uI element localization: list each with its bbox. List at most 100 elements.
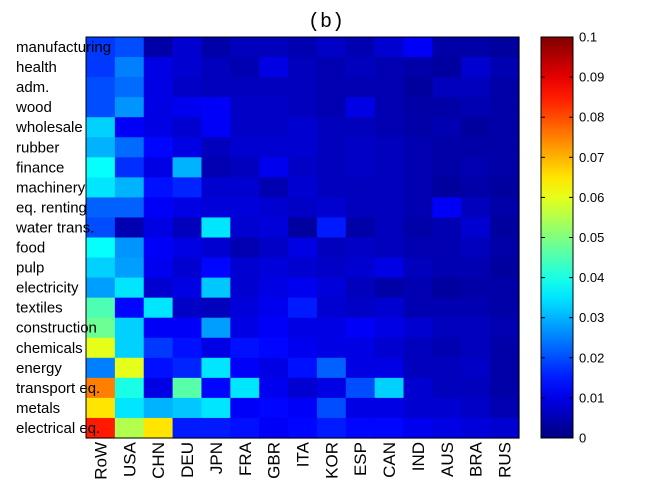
heatmap-cell [201, 357, 231, 379]
heatmap-cell [490, 257, 520, 279]
heatmap-cell [345, 157, 376, 178]
heatmap-cell [230, 237, 260, 259]
y-tick-label: textiles [16, 300, 63, 317]
heatmap-cell [374, 217, 405, 239]
y-tick-label: adm. [16, 79, 49, 96]
heatmap-cell [403, 197, 433, 219]
heatmap-cell [490, 417, 520, 439]
heatmap-cell [403, 277, 433, 299]
heatmap-cell [114, 257, 145, 279]
heatmap-cell [432, 217, 462, 239]
heatmap-cell [172, 197, 203, 219]
heatmap-cell [490, 277, 520, 299]
heatmap-cell [230, 37, 260, 58]
heatmap-cell [490, 97, 520, 118]
heatmap-cell [201, 97, 231, 118]
heatmap-cell [114, 317, 145, 339]
colorbar-tick-label: 0.08 [579, 110, 604, 125]
x-tick-label: CAN [380, 442, 399, 478]
heatmap-cell [86, 37, 116, 58]
heatmap-cell [86, 297, 116, 319]
heatmap-cell [143, 337, 174, 359]
heatmap-cell [432, 157, 462, 178]
heatmap-cell [490, 317, 520, 339]
colorbar-tick-label: 0 [579, 431, 586, 446]
heatmap-cell [143, 357, 174, 379]
heatmap-cell [403, 417, 433, 439]
heatmap-cell [86, 237, 116, 259]
heatmap-cell [345, 397, 376, 419]
heatmap-cell [201, 297, 231, 319]
heatmap-cell [288, 57, 318, 78]
heatmap-cell [114, 377, 145, 399]
heatmap-cell [345, 197, 376, 219]
heatmap-cell [201, 337, 231, 359]
heatmap-cell [172, 377, 203, 399]
heatmap-cell [432, 137, 462, 158]
heatmap-cell [114, 197, 145, 219]
heatmap-cell [403, 377, 433, 399]
heatmap-cell [143, 297, 174, 319]
heatmap-cell [432, 177, 462, 198]
colorbar-tick-label: 0.04 [579, 270, 604, 285]
heatmap-cell [432, 197, 462, 219]
heatmap-cell [374, 197, 405, 219]
heatmap-cell [172, 337, 203, 359]
heatmap-cell [316, 277, 347, 299]
heatmap-cell [316, 237, 347, 259]
heatmap-cell [345, 217, 376, 239]
y-tick-label: eq. renting [16, 199, 87, 216]
heatmap-cell [259, 177, 289, 198]
y-tick-label: construction [16, 320, 97, 337]
heatmap-cell [316, 197, 347, 219]
heatmap-cell [143, 237, 174, 259]
colorbar-tick-label: 0.05 [579, 230, 604, 245]
heatmap-cell [259, 117, 289, 138]
heatmap-cell [345, 357, 376, 379]
heatmap-cell [259, 97, 289, 118]
y-tick-label: pulp [16, 260, 44, 277]
heatmap-cell [114, 237, 145, 259]
heatmap-cell [143, 417, 174, 439]
heatmap-cell [403, 337, 433, 359]
heatmap-cell [86, 197, 116, 219]
heatmap-cell [490, 337, 520, 359]
heatmap-cell [201, 137, 231, 158]
heatmap-cell [345, 417, 376, 439]
y-tick-label: wholesale [15, 119, 83, 136]
heatmap-cell [461, 237, 491, 259]
heatmap-cell [114, 117, 145, 138]
y-axis-labels: manufacturing health adm. wood wholesale rubb… [15, 39, 111, 437]
x-tick-label: RUS [496, 442, 515, 478]
heatmap-cell [490, 177, 520, 198]
heatmap-cell [288, 157, 318, 178]
heatmap-cell [86, 57, 116, 78]
heatmap-cell [345, 177, 376, 198]
heatmap-cell [374, 277, 405, 299]
heatmap-cell [316, 297, 347, 319]
heatmap-cell [288, 297, 318, 319]
heatmap-cell [230, 57, 260, 78]
heatmap-cell [172, 77, 203, 98]
heatmap-cell [230, 97, 260, 118]
heatmap-cell [288, 37, 318, 58]
heatmap-cell [374, 117, 405, 138]
heatmap-cell [490, 137, 520, 158]
y-tick-label: rubber [16, 139, 59, 156]
y-tick-label: health [16, 59, 57, 76]
heatmap-cell [114, 157, 145, 178]
heatmap-cell [490, 237, 520, 259]
heatmap-cell [345, 257, 376, 279]
heatmap-cell [259, 197, 289, 219]
x-tick-label: IND [409, 442, 428, 471]
heatmap-cell [403, 237, 433, 259]
heatmap-cell [432, 57, 462, 78]
heatmap-cell [288, 137, 318, 158]
heatmap-cell [230, 197, 260, 219]
heatmap-cell [172, 397, 203, 419]
heatmap-cell [114, 37, 145, 58]
heatmap-cell [288, 397, 318, 419]
heatmap-cell [490, 157, 520, 178]
x-tick-label: GBR [265, 442, 284, 479]
heatmap-cell [259, 277, 289, 299]
